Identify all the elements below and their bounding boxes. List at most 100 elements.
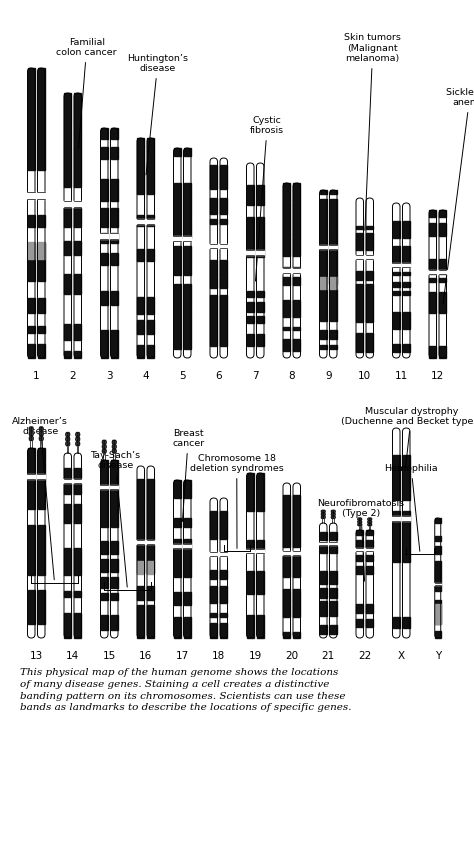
FancyBboxPatch shape bbox=[64, 93, 72, 358]
Bar bbox=[64, 614, 71, 628]
Bar bbox=[137, 595, 144, 600]
Bar bbox=[184, 565, 191, 576]
Bar bbox=[111, 179, 118, 187]
Bar bbox=[38, 570, 45, 575]
Bar bbox=[210, 570, 217, 579]
Bar bbox=[147, 586, 155, 595]
Bar bbox=[27, 595, 35, 607]
Bar bbox=[319, 549, 327, 554]
FancyBboxPatch shape bbox=[27, 448, 35, 638]
Bar bbox=[210, 279, 217, 289]
Bar bbox=[246, 571, 254, 578]
Bar bbox=[246, 186, 254, 194]
Bar bbox=[74, 564, 82, 576]
Bar bbox=[74, 176, 82, 187]
Text: 12: 12 bbox=[431, 371, 444, 381]
Bar bbox=[429, 292, 436, 300]
Bar bbox=[64, 474, 71, 480]
Bar bbox=[173, 320, 181, 328]
Bar bbox=[184, 557, 191, 565]
Bar bbox=[330, 289, 337, 296]
FancyBboxPatch shape bbox=[329, 190, 337, 358]
Bar bbox=[146, 539, 155, 544]
Bar bbox=[147, 531, 155, 539]
Bar bbox=[74, 214, 82, 227]
Bar bbox=[392, 311, 400, 319]
Bar bbox=[147, 547, 155, 559]
Bar bbox=[246, 334, 254, 346]
Bar bbox=[293, 339, 301, 345]
Bar bbox=[220, 522, 228, 528]
FancyBboxPatch shape bbox=[27, 68, 35, 358]
Bar bbox=[27, 475, 35, 482]
Bar bbox=[392, 291, 400, 295]
Bar bbox=[439, 352, 447, 358]
Text: Familial
colon cancer: Familial colon cancer bbox=[56, 38, 117, 149]
Ellipse shape bbox=[321, 516, 324, 518]
Bar bbox=[392, 263, 401, 267]
Bar bbox=[64, 214, 71, 227]
Bar bbox=[403, 539, 410, 549]
Bar bbox=[392, 516, 401, 521]
Bar bbox=[319, 609, 327, 616]
Bar bbox=[293, 345, 301, 351]
Bar bbox=[184, 251, 191, 263]
Bar bbox=[137, 531, 144, 539]
Bar bbox=[429, 267, 436, 273]
Bar bbox=[283, 327, 290, 330]
Bar bbox=[220, 165, 228, 171]
Bar bbox=[184, 312, 191, 320]
Bar bbox=[111, 494, 118, 506]
Bar bbox=[330, 344, 337, 349]
Bar bbox=[27, 103, 35, 118]
Bar bbox=[137, 487, 144, 495]
Bar bbox=[111, 342, 118, 354]
Bar bbox=[38, 243, 45, 257]
Bar bbox=[319, 543, 328, 545]
Bar bbox=[184, 617, 191, 626]
Bar bbox=[330, 219, 337, 225]
FancyBboxPatch shape bbox=[319, 523, 327, 638]
Bar bbox=[147, 146, 155, 150]
Bar bbox=[220, 279, 228, 289]
Ellipse shape bbox=[39, 427, 42, 431]
Text: 8: 8 bbox=[289, 371, 295, 381]
Bar bbox=[38, 482, 45, 493]
Bar bbox=[27, 326, 35, 333]
Bar bbox=[64, 167, 71, 176]
Bar bbox=[356, 308, 363, 313]
Ellipse shape bbox=[39, 431, 42, 436]
Bar bbox=[184, 320, 191, 328]
Bar bbox=[256, 251, 264, 255]
Bar bbox=[330, 306, 337, 313]
Bar bbox=[319, 344, 327, 349]
Bar bbox=[137, 513, 144, 525]
Bar bbox=[147, 619, 155, 629]
Bar bbox=[100, 473, 108, 480]
FancyBboxPatch shape bbox=[402, 428, 410, 638]
Bar bbox=[111, 460, 118, 473]
FancyBboxPatch shape bbox=[147, 466, 155, 638]
Bar bbox=[64, 489, 71, 495]
Bar bbox=[173, 214, 181, 225]
Bar bbox=[137, 479, 144, 487]
Bar bbox=[210, 552, 218, 555]
Text: 3: 3 bbox=[106, 371, 112, 381]
Bar bbox=[319, 245, 328, 249]
Bar bbox=[111, 290, 118, 306]
Text: 20: 20 bbox=[285, 651, 298, 661]
Bar bbox=[27, 272, 35, 281]
Bar bbox=[392, 523, 400, 539]
Bar bbox=[137, 302, 144, 314]
Bar bbox=[38, 493, 45, 509]
Bar bbox=[210, 586, 217, 597]
Bar bbox=[100, 290, 108, 306]
Bar bbox=[439, 346, 447, 352]
Ellipse shape bbox=[29, 436, 32, 441]
Bar bbox=[111, 252, 118, 265]
FancyBboxPatch shape bbox=[256, 473, 264, 638]
Bar bbox=[392, 455, 400, 463]
Bar bbox=[100, 560, 108, 571]
Bar bbox=[220, 198, 228, 207]
Bar bbox=[27, 131, 35, 139]
